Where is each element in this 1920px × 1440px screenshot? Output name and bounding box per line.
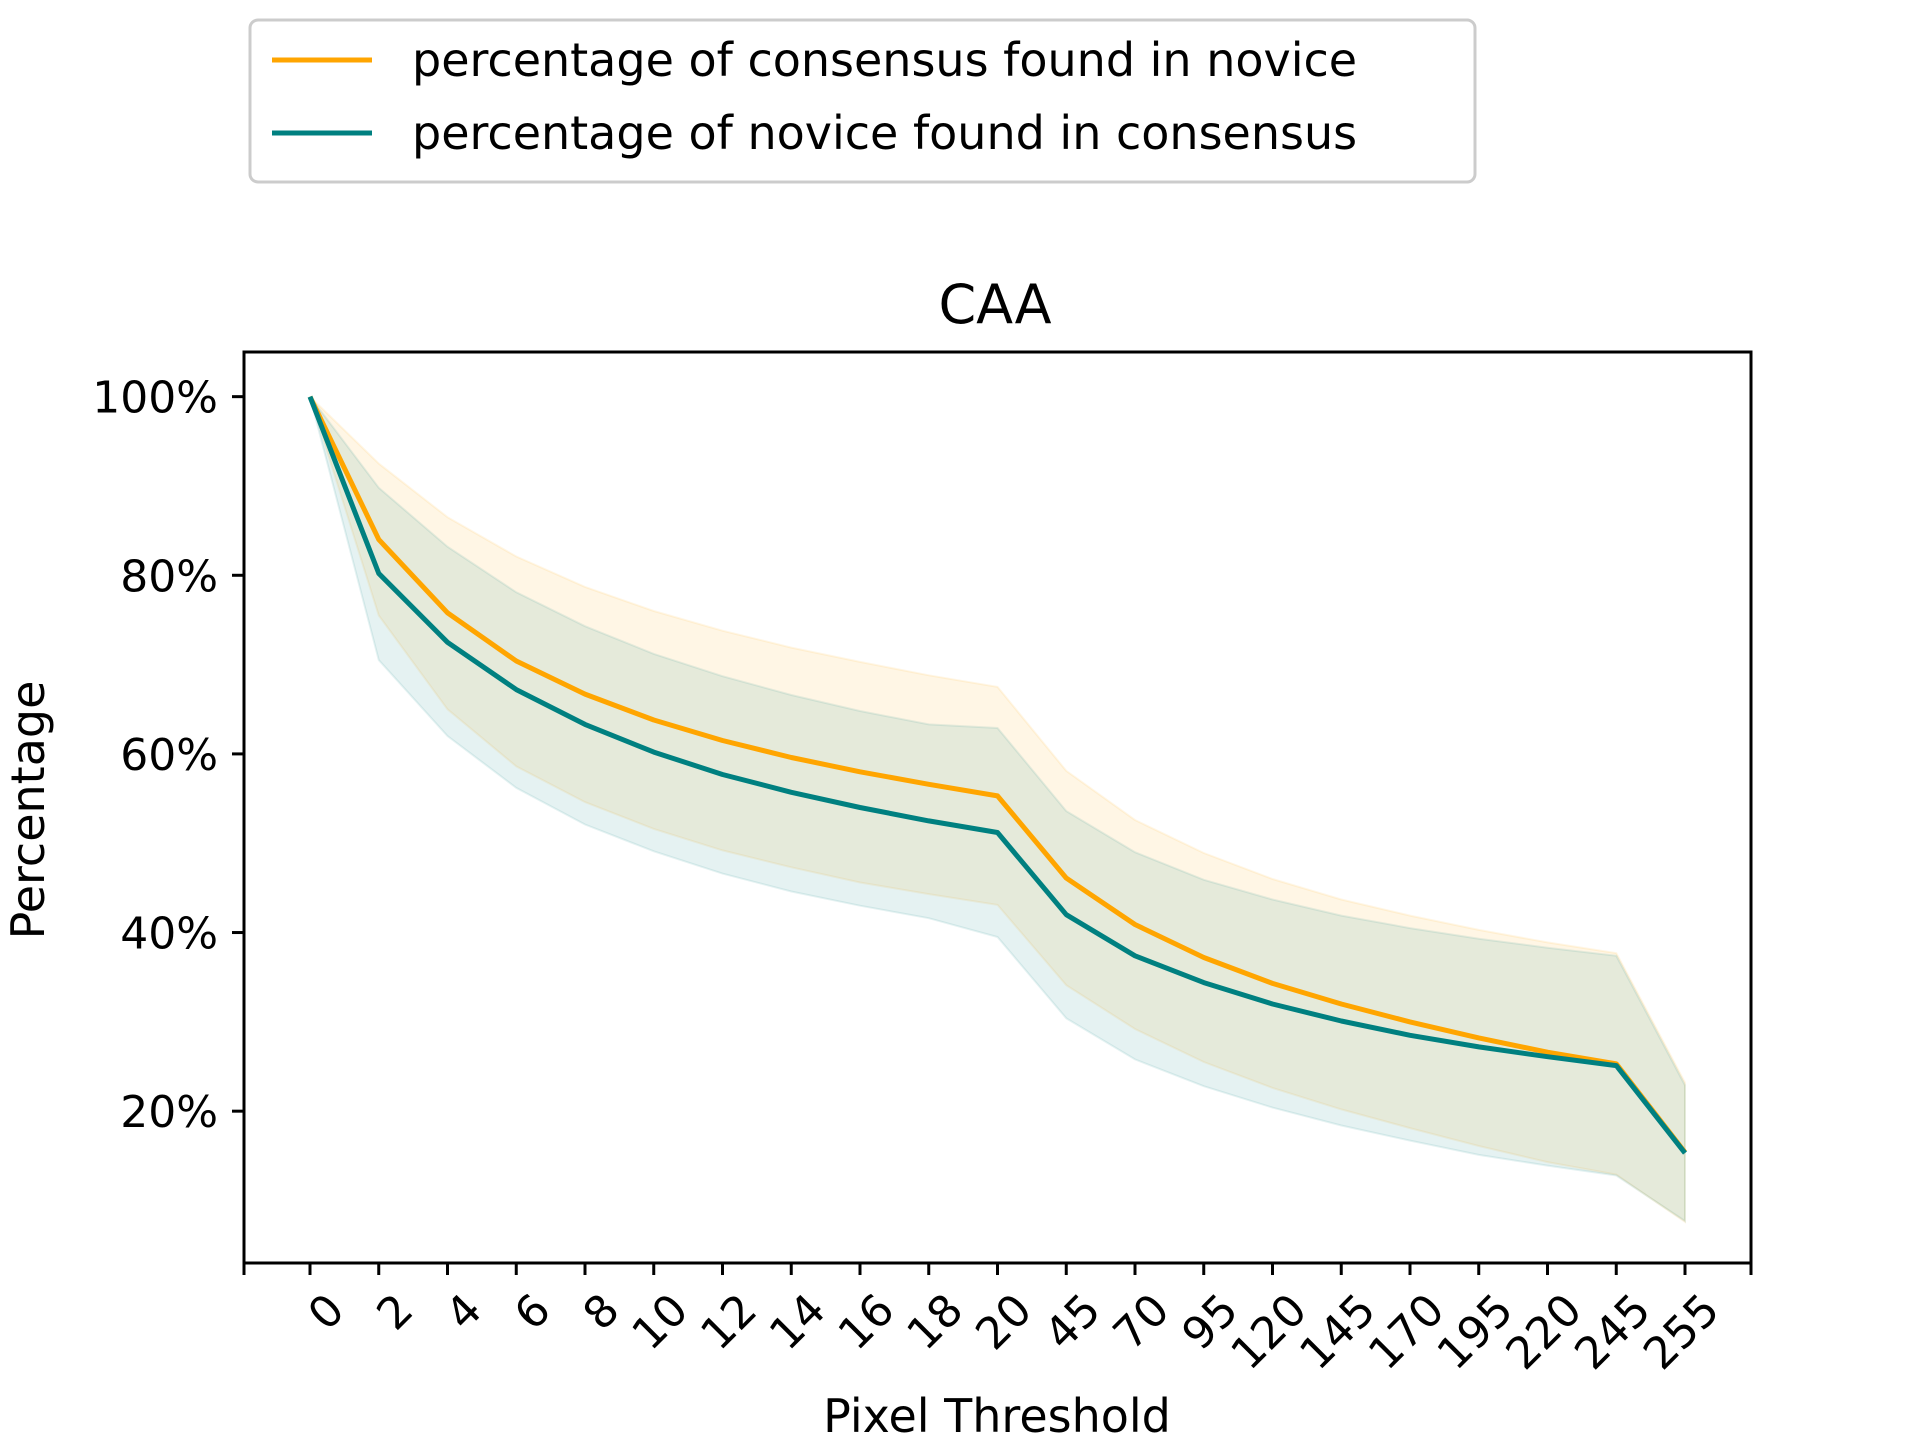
x-tick-label: 20: [966, 1284, 1042, 1360]
x-tick-label: 10: [622, 1284, 698, 1360]
y-tick-label: 60%: [120, 730, 218, 781]
series-line-1: [307, 395, 1687, 1154]
y-tick-label: 20%: [120, 1087, 218, 1138]
x-axis-ticks: 0 2 4 6 810121416182045709512014517019522024…: [242, 1263, 1753, 1380]
x-tick-label: 2: [367, 1284, 423, 1340]
y-tick-label: 100%: [92, 373, 218, 424]
x-tick-label: 45: [1035, 1284, 1111, 1360]
chart-title: CAA: [938, 273, 1051, 336]
x-tick-label: 0: [299, 1284, 355, 1340]
x-tick-label: 70: [1104, 1284, 1180, 1360]
legend-label-consensus-in-novice: percentage of consensus found in novice: [412, 33, 1357, 87]
x-tick-label: 6: [505, 1284, 561, 1340]
y-axis-label: Percentage: [1, 681, 55, 940]
x-tick-label: 12: [691, 1284, 767, 1360]
confidence-bands: [309, 395, 1686, 1224]
y-tick-label: 40%: [120, 909, 218, 960]
x-tick-label: 18: [897, 1284, 973, 1360]
x-axis-label: Pixel Threshold: [823, 1389, 1171, 1440]
series-lines: [307, 395, 1687, 1155]
y-axis-ticks: 20% 40% 60% 80% 100%: [92, 373, 244, 1138]
confidence-band-series-2: [309, 396, 1686, 1223]
series-line-2: [307, 395, 1687, 1155]
legend-label-novice-in-consensus: percentage of novice found in consensus: [412, 106, 1357, 160]
x-tick-label: 255: [1634, 1284, 1729, 1379]
x-tick-label: 16: [829, 1284, 905, 1360]
legend: percentage of consensus found in novice …: [248, 18, 1477, 184]
y-tick-label: 80%: [120, 551, 218, 602]
x-tick-label: 4: [436, 1284, 492, 1340]
legend-box: [248, 18, 1477, 184]
x-tick-label: 14: [760, 1284, 836, 1360]
x-tick-label: 8: [574, 1284, 630, 1340]
